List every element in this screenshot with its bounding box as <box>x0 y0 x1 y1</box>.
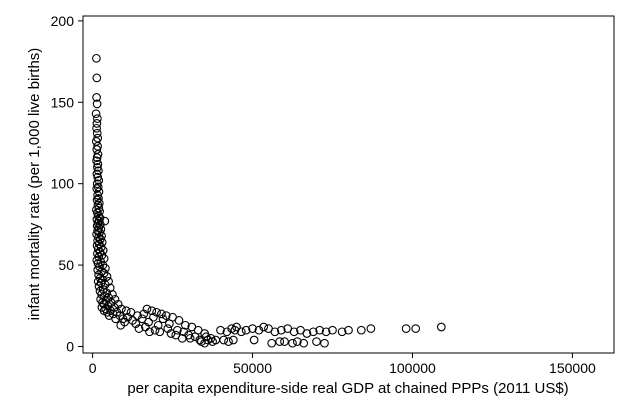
data-point <box>366 324 376 333</box>
data-point <box>302 329 312 338</box>
x-axis-title: per capita expenditure-side real GDP at … <box>127 380 568 397</box>
data-points <box>91 53 446 348</box>
y-axis: 0 50 100 150 200 <box>51 13 83 354</box>
data-point <box>315 325 325 335</box>
data-point <box>92 119 102 128</box>
data-point <box>292 337 302 346</box>
data-point <box>139 309 149 319</box>
data-point <box>321 327 331 337</box>
data-point <box>436 322 446 332</box>
data-point <box>181 320 190 330</box>
data-point <box>219 335 229 345</box>
plot-frame <box>82 15 615 354</box>
data-point <box>200 338 209 348</box>
data-point <box>158 314 168 324</box>
data-point <box>289 327 299 337</box>
data-point <box>150 325 160 335</box>
data-point <box>241 325 251 335</box>
data-point <box>165 319 174 329</box>
x-tick-label: 150000 <box>549 360 596 376</box>
data-point <box>92 73 102 83</box>
data-point <box>248 324 257 333</box>
data-point <box>121 306 131 316</box>
y-tick-label: 100 <box>51 176 75 192</box>
data-point <box>312 337 321 346</box>
data-point <box>320 338 329 348</box>
data-point <box>288 338 297 348</box>
data-point <box>134 324 144 333</box>
x-tick-label: 0 <box>89 360 97 376</box>
data-point <box>299 338 309 348</box>
y-tick-label: 50 <box>58 257 74 273</box>
data-point <box>328 325 337 335</box>
data-point <box>93 114 102 123</box>
data-point <box>155 327 165 337</box>
x-tick-label: 50000 <box>233 360 272 376</box>
data-point <box>337 327 347 337</box>
data-point <box>116 320 126 330</box>
data-point <box>92 93 101 102</box>
data-point <box>267 338 277 348</box>
data-point <box>92 53 101 63</box>
data-point <box>280 337 289 346</box>
data-point <box>149 312 158 322</box>
data-point <box>166 329 176 338</box>
data-point <box>161 311 171 320</box>
data-point <box>92 123 101 133</box>
data-point <box>401 324 411 333</box>
data-point <box>102 272 112 281</box>
y-tick-label: 0 <box>66 338 74 354</box>
x-tick-label: 100000 <box>389 360 436 376</box>
data-point <box>270 327 280 337</box>
data-point <box>157 309 166 319</box>
data-point <box>208 337 217 346</box>
y-tick-label: 150 <box>51 94 75 110</box>
data-point <box>216 325 225 335</box>
data-point <box>93 159 103 169</box>
data-point <box>94 193 103 203</box>
data-point <box>92 169 102 179</box>
data-point <box>308 327 318 337</box>
data-point <box>411 324 421 333</box>
data-point <box>275 337 285 346</box>
data-point <box>93 182 103 192</box>
data-point <box>276 325 286 335</box>
data-point <box>92 128 102 138</box>
data-point <box>356 325 366 335</box>
data-point <box>232 322 241 332</box>
data-point <box>145 327 154 337</box>
data-point <box>344 325 353 335</box>
data-point <box>147 306 157 316</box>
data-point <box>95 207 104 216</box>
data-point <box>108 309 118 319</box>
x-axis: 0 50000 100000 150000 <box>89 353 596 376</box>
data-point <box>93 141 102 151</box>
data-point <box>185 333 195 343</box>
data-point <box>236 327 246 337</box>
data-point <box>92 153 102 162</box>
data-point <box>224 337 233 346</box>
data-point <box>259 322 269 332</box>
y-axis-title: infant mortality rate (per 1,000 live bi… <box>26 48 43 321</box>
data-point <box>111 314 120 324</box>
y-tick-label: 200 <box>51 13 75 29</box>
data-point <box>174 316 184 325</box>
data-point <box>249 335 259 345</box>
data-point <box>228 335 238 345</box>
data-point <box>92 99 102 109</box>
data-point <box>91 109 101 119</box>
